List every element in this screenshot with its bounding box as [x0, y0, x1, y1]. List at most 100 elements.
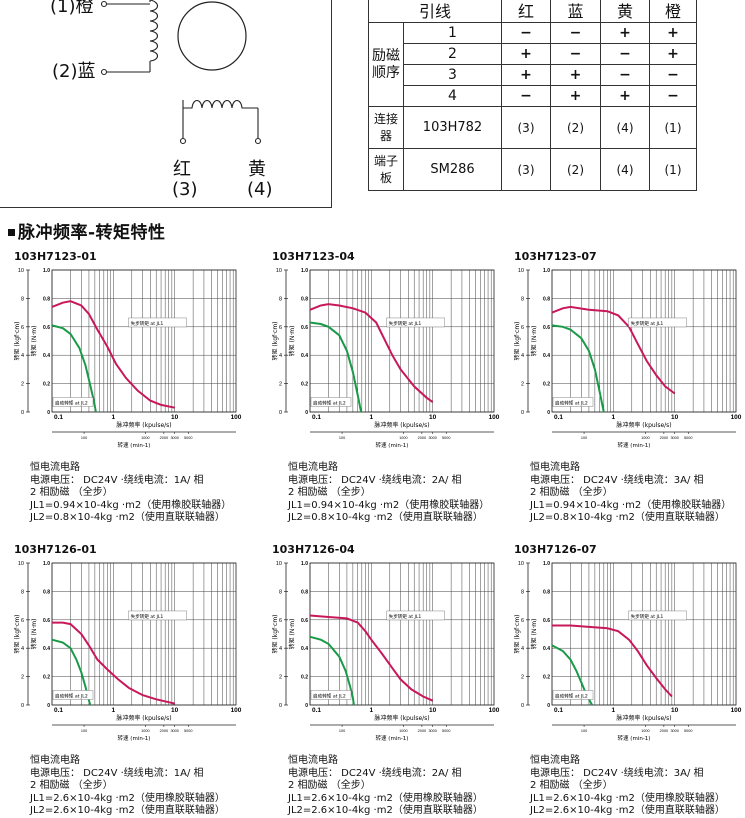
- left-tick-label: 2: [21, 382, 24, 388]
- yellow-lead-number: (4): [247, 179, 273, 200]
- note-line: JL2=2.6×10-4kg ·m2（使用直联联轴器）: [30, 805, 225, 816]
- x-tick-label: 0.1: [54, 707, 63, 714]
- note-line: JL2=0.8×10-4kg ·m2（使用直联联轴器）: [530, 512, 725, 523]
- jl1-label: 失步转矩 at JL1: [131, 320, 164, 327]
- left-tick-label: 4: [279, 353, 282, 359]
- x-tick-label: 1: [370, 707, 374, 714]
- y-tick-label: 0.4: [543, 646, 550, 652]
- table-cell: −: [600, 43, 650, 65]
- table-cell: +: [501, 64, 551, 86]
- speed-tick-label: 100: [339, 729, 345, 733]
- speed-tick-label: 1000: [399, 436, 407, 440]
- chart-grid: [51, 563, 234, 705]
- chart-title: 103H7126-07: [514, 543, 597, 556]
- left-tick-label: 10: [276, 268, 282, 274]
- table-header-row: 引线 红 蓝 黄 橙: [368, 0, 697, 23]
- chart-title: 103H7126-01: [14, 543, 97, 556]
- y-tick-label: 0.8: [301, 296, 308, 302]
- speed-tick-label: 5000: [684, 436, 692, 440]
- y-right-axis-label: 转矩 (N·m): [30, 619, 38, 650]
- terminal-label: 端子板: [368, 148, 404, 191]
- left-tick-label: 8: [21, 296, 24, 302]
- x-tick-label: 100: [731, 414, 742, 421]
- speed-axis-label: 转速 (min-1): [618, 734, 651, 742]
- note-line: 恒电流电路: [530, 462, 580, 473]
- left-tick-label: 6: [21, 618, 24, 624]
- x-tick-label: 1: [612, 707, 616, 714]
- y-left-axis-label: 转矩 (kgf·cm): [272, 321, 279, 360]
- y-tick-label: 0: [547, 410, 550, 416]
- left-tick-label: 10: [18, 268, 24, 274]
- y-tick-label: 0.4: [301, 646, 308, 652]
- chart-title: 103H7123-01: [14, 250, 97, 263]
- y-tick-label: 0.6: [43, 325, 50, 331]
- note-line: JL1=0.94×10-4kg ·m2（使用橡胶联轴器）: [530, 499, 732, 511]
- table-cell: (2): [550, 106, 601, 149]
- speed-tick-label: 1000: [141, 729, 149, 733]
- note-line: JL1=0.94×10-4kg ·m2（使用橡胶联轴器）: [288, 499, 490, 511]
- chart-grid: [309, 270, 492, 412]
- table-cell: (1): [649, 106, 697, 149]
- speed-axis-label: 转速 (min-1): [118, 734, 151, 742]
- chart-title: 103H7123-04: [272, 250, 355, 263]
- y-tick-label: 1.0: [301, 561, 308, 567]
- jl1-annotation: 失步转矩 at JL1: [628, 317, 687, 328]
- jl1-box: [386, 317, 445, 328]
- table-row: 4 − + + −: [369, 85, 697, 107]
- y-right-axis-label: 转矩 (N·m): [288, 326, 296, 357]
- jl1-label: 失步转矩 at JL1: [131, 613, 164, 620]
- note-line: 恒电流电路: [530, 755, 580, 766]
- speed-axis-label: 转速 (min-1): [618, 441, 651, 449]
- y-tick-label: 1.0: [543, 268, 550, 274]
- motor-winding-diagram: [100, 0, 262, 145]
- speed-tick-label: 2000: [660, 729, 668, 733]
- left-tick-label: 6: [279, 325, 282, 331]
- y-tick-label: 0.2: [543, 382, 550, 388]
- note-line: JL1=0.94×10-4kg ·m2（使用橡胶联轴器）: [30, 499, 232, 511]
- header-lead: 引线: [368, 0, 502, 23]
- y-tick-label: 1.0: [43, 561, 50, 567]
- pullout-torque-line: [51, 300, 175, 409]
- chart-card: 103H7123-04 0 2 4 6 8 10 0 0.2 0.4 0.6 0.8 1.0 转矩 (kg…: [272, 250, 512, 523]
- note-line: 恒电流电路: [288, 755, 338, 766]
- table-cell: (2): [550, 148, 601, 191]
- speed-tick-label: 100: [339, 436, 345, 440]
- section-title-text: 脉冲频率-转矩特性: [18, 223, 166, 243]
- note-line: 电源电压： DC24V ·绕线电流：2A/ 相: [288, 767, 462, 779]
- note-line: 电源电压： DC24V ·绕线电流：1A/ 相: [30, 474, 204, 486]
- table-cell: −: [600, 64, 650, 86]
- table-cell: (3): [501, 106, 551, 149]
- y-tick-label: 1.0: [301, 268, 308, 274]
- speed-tick-label: 100: [81, 729, 87, 733]
- speed-axis-label: 转速 (min-1): [376, 441, 409, 449]
- terminal-model: SM286: [403, 148, 502, 191]
- speed-tick-label: 2000: [418, 729, 426, 733]
- jl1-label: 失步转矩 at JL1: [389, 320, 422, 327]
- pullin-torque-line: [551, 324, 605, 413]
- left-tick-label: 4: [521, 646, 524, 652]
- y-tick-label: 0.8: [43, 296, 50, 302]
- table-row: 励磁顺序 1 − − + +: [368, 22, 697, 107]
- jl1-annotation: 失步转矩 at JL1: [628, 610, 687, 621]
- x-tick-label: 10: [429, 414, 437, 421]
- speed-tick-label: 3000: [428, 729, 436, 733]
- x-tick-label: 100: [231, 414, 242, 421]
- jl2-box: [552, 397, 594, 407]
- header-red: 红: [501, 0, 551, 23]
- note-line: JL1=2.6×10-4kg ·m2（使用橡胶联轴器）: [530, 792, 725, 804]
- y-tick-label: 1.0: [43, 268, 50, 274]
- jl2-label: 启动转矩 at JL2: [313, 692, 346, 699]
- left-tick-label: 0: [521, 703, 524, 709]
- left-tick-label: 6: [521, 618, 524, 624]
- left-tick-label: 0: [521, 410, 524, 416]
- step-number: 2: [403, 43, 502, 65]
- horizontal-coil: [179, 99, 262, 145]
- left-tick-label: 2: [521, 382, 524, 388]
- jl2-annotation: 启动转矩 at JL2: [310, 690, 352, 700]
- left-tick-label: 6: [521, 325, 524, 331]
